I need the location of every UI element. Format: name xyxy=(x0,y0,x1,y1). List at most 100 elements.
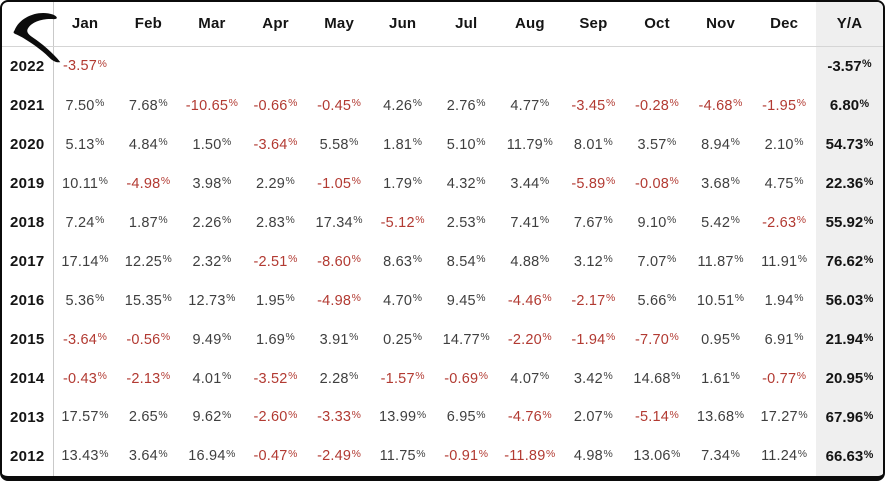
percent-sign: % xyxy=(221,215,232,227)
return-cell: 1.69% xyxy=(256,331,296,348)
percent-sign: % xyxy=(158,410,168,422)
return-cell: -1.94% xyxy=(571,331,616,348)
return-cell: -0.28% xyxy=(634,97,680,114)
year-label: 2020 xyxy=(2,125,54,165)
percent-sign: % xyxy=(412,176,423,188)
return-cell: 17.14% xyxy=(61,253,109,270)
percent-sign: % xyxy=(158,215,168,227)
return-cell: -2.51% xyxy=(253,253,298,270)
return-cell: -1.57% xyxy=(380,370,425,387)
return-cell: -4.68% xyxy=(698,97,743,114)
return-cell: -2.49% xyxy=(317,448,362,465)
percent-sign: % xyxy=(539,215,550,227)
return-cell: 15.35% xyxy=(124,292,172,309)
percent-sign: % xyxy=(412,332,423,344)
return-cell: 2.29% xyxy=(256,175,296,192)
percent-sign: % xyxy=(349,332,359,344)
percent-sign: % xyxy=(667,137,677,149)
yearly-average-cell: 76.62% xyxy=(816,242,883,282)
table-row-2019: 2019 10.11% -4.98% 3.98% 2.29% -1.05% 1.79% 4.3… xyxy=(2,164,883,204)
column-header-jan: Jan xyxy=(53,2,117,47)
return-cell: 4.01% xyxy=(192,370,232,387)
yearly-average-cell: 56.03% xyxy=(816,281,883,321)
return-cell: 3.98% xyxy=(192,175,232,192)
percent-sign: % xyxy=(221,254,232,266)
percent-sign: % xyxy=(480,332,490,344)
year-label: 2018 xyxy=(2,203,54,243)
percent-sign: % xyxy=(226,449,236,461)
percent-sign: % xyxy=(545,449,556,461)
percent-sign: % xyxy=(351,410,362,422)
return-cell xyxy=(244,46,308,86)
return-cell: 3.91% xyxy=(319,331,359,348)
percent-sign: % xyxy=(351,449,362,461)
return-cell: 10.11% xyxy=(61,175,109,192)
logo-header-cell xyxy=(2,2,54,47)
table-row-2015: 2015 -3.64% -0.56% 9.49% 1.69% 3.91% 0.25% 14.7… xyxy=(2,320,883,360)
percent-sign: % xyxy=(797,449,808,461)
return-cell: 13.99% xyxy=(379,409,427,426)
return-cell: 17.34% xyxy=(315,214,363,231)
return-cell: 17.27% xyxy=(760,409,808,426)
percent-sign: % xyxy=(603,410,613,422)
percent-sign: % xyxy=(95,98,105,110)
percent-sign: % xyxy=(730,371,741,383)
percent-sign: % xyxy=(476,215,486,227)
percent-sign: % xyxy=(221,410,232,422)
percent-sign: % xyxy=(542,332,552,344)
percent-sign: % xyxy=(476,176,486,188)
percent-sign: % xyxy=(288,449,298,461)
yearly-average-cell: 6.80% xyxy=(816,86,883,126)
yearly-average-cell: -3.57% xyxy=(816,46,883,87)
return-cell: 4.84% xyxy=(128,136,168,153)
return-cell: 7.68% xyxy=(128,97,168,114)
percent-sign: % xyxy=(412,137,423,149)
return-cell: -3.33% xyxy=(317,409,362,426)
percent-sign: % xyxy=(733,98,743,110)
yearly-average-cell: 22.36% xyxy=(816,164,883,204)
percent-sign: % xyxy=(603,449,613,461)
percent-sign: % xyxy=(730,215,741,227)
percent-sign: % xyxy=(351,98,362,110)
percent-sign: % xyxy=(476,254,486,266)
year-label: 2012 xyxy=(2,436,54,476)
return-cell: 14.68% xyxy=(633,370,681,387)
return-cell: 7.34% xyxy=(701,448,741,465)
yearly-average-cell: 67.96% xyxy=(816,398,883,437)
return-cell xyxy=(434,46,498,86)
percent-sign: % xyxy=(351,176,362,188)
return-cell: 12.73% xyxy=(188,292,236,309)
percent-sign: % xyxy=(859,97,870,110)
percent-sign: % xyxy=(285,293,296,305)
return-cell: -7.70% xyxy=(634,331,680,348)
percent-sign: % xyxy=(158,98,168,110)
percent-sign: % xyxy=(158,449,168,461)
return-cell: 11.24% xyxy=(761,448,808,465)
return-cell: 1.87% xyxy=(128,214,168,231)
percent-sign: % xyxy=(605,98,616,110)
percent-sign: % xyxy=(863,331,874,344)
percent-sign: % xyxy=(221,371,232,383)
return-cell: -0.66% xyxy=(253,97,298,114)
return-cell: 3.12% xyxy=(573,253,613,270)
table-row-2017: 2017 17.14% 12.25% 2.32% -2.51% -8.60% 8.63% 8.… xyxy=(2,242,883,282)
column-header-jun: Jun xyxy=(370,2,435,47)
return-cell: 3.64% xyxy=(128,448,168,465)
return-cell: 4.26% xyxy=(383,97,423,114)
return-cell: 6.91% xyxy=(764,331,804,348)
return-cell: 6.95% xyxy=(446,409,486,426)
return-cell: 4.88% xyxy=(510,253,550,270)
return-cell: 7.67% xyxy=(573,214,613,231)
return-cell: 2.32% xyxy=(192,253,232,270)
percent-sign: % xyxy=(669,410,680,422)
percent-sign: % xyxy=(158,137,168,149)
percent-sign: % xyxy=(353,215,363,227)
return-cell: 2.26% xyxy=(192,214,232,231)
table-row-2021: 2021 7.50% 7.68% -10.65% -0.66% -0.45% 4.26% 2.… xyxy=(2,86,883,126)
return-cell: -2.63% xyxy=(762,214,807,231)
percent-sign: % xyxy=(285,332,296,344)
return-cell: -0.77% xyxy=(762,370,807,387)
table-header-row: Jan Feb Mar Apr May Jun Jul Aug Sep Oct Nov Dec Y/A xyxy=(2,2,883,47)
return-cell: 4.98% xyxy=(573,448,613,465)
return-cell: 10.51% xyxy=(696,292,745,309)
